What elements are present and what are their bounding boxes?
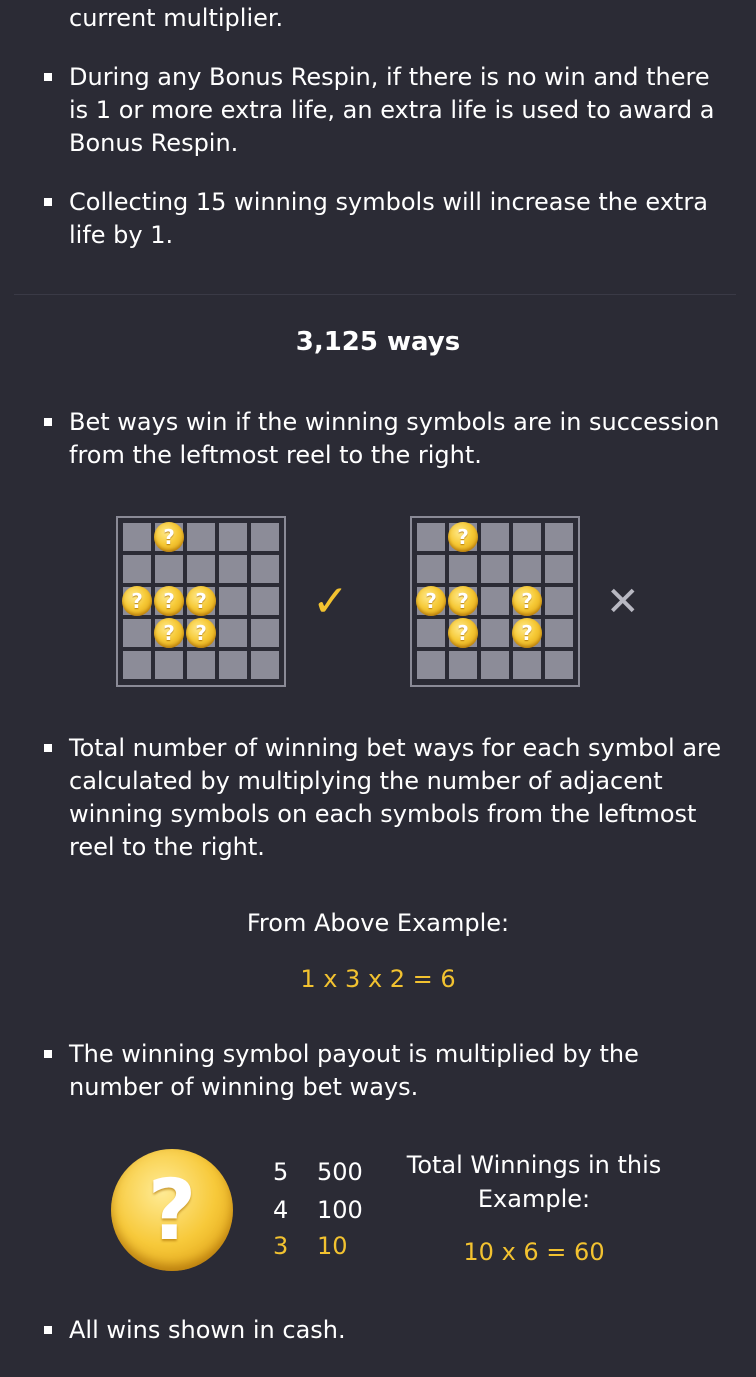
coin-symbol-icon: ? [186, 618, 216, 648]
paytable-payout: 500 [317, 1158, 363, 1186]
reel-cell [187, 523, 215, 551]
reel-cell [251, 651, 279, 679]
reel-cell [513, 651, 541, 679]
reel-cell [219, 651, 247, 679]
bullet-marker [44, 1050, 52, 1058]
coin-symbol-icon: ? [154, 522, 184, 552]
rule-text-payout: The winning symbol payout is multiplied … [69, 1040, 639, 1101]
reel-cell [251, 523, 279, 551]
cross-icon: ✕ [606, 579, 640, 625]
coin-symbol-icon: ? [512, 586, 542, 616]
paytable-payout: 100 [317, 1196, 363, 1224]
reel-cell [123, 523, 151, 551]
section-divider [14, 294, 736, 295]
bullet-marker [44, 73, 52, 81]
section-title: 3,125 ways [295, 327, 461, 357]
coin-symbol-icon: ? [448, 522, 478, 552]
reel-grid-invalid-example: ?????? [410, 516, 580, 687]
reel-cell [219, 523, 247, 551]
reel-cell [545, 555, 573, 583]
coin-symbol-icon: ? [416, 586, 446, 616]
reel-cell [219, 587, 247, 615]
total-winnings-formula: 10 x 6 = 60 [463, 1238, 605, 1266]
reel-cell [123, 619, 151, 647]
reel-cell [187, 651, 215, 679]
reel-cell [251, 587, 279, 615]
coin-symbol-icon: ? [448, 618, 478, 648]
reel-cell [513, 523, 541, 551]
reel-cell [155, 555, 183, 583]
coin-symbol-icon: ? [154, 618, 184, 648]
reel-cell [449, 651, 477, 679]
reel-cell [481, 619, 509, 647]
coin-symbol-icon: ? [186, 586, 216, 616]
bullet-marker [44, 418, 52, 426]
rule-text-total-ways: Total number of winning bet ways for eac… [69, 734, 722, 861]
reel-cell [123, 555, 151, 583]
rule-text-cash: All wins shown in cash. [69, 1316, 346, 1344]
reel-cell [545, 619, 573, 647]
coin-symbol-icon: ? [448, 586, 478, 616]
coin-symbol-icon: ? [154, 586, 184, 616]
reel-cell [513, 555, 541, 583]
reel-cell [481, 523, 509, 551]
example-formula: 1 x 3 x 2 = 6 [300, 965, 456, 993]
mystery-symbol-icon: ? [111, 1149, 233, 1271]
reel-cell [417, 619, 445, 647]
reel-cell [417, 555, 445, 583]
checkmark-icon: ✓ [312, 576, 349, 627]
reel-cell [417, 523, 445, 551]
bullet-marker [44, 198, 52, 206]
reel-cell [251, 619, 279, 647]
bullet-marker [44, 744, 52, 752]
paytable-payout-highlight: 10 [317, 1232, 348, 1260]
bullet-marker [44, 1326, 52, 1334]
paytable-count: 5 [273, 1158, 289, 1186]
reel-cell [449, 555, 477, 583]
paytable-count-highlight: 3 [273, 1232, 289, 1260]
reel-cell [219, 619, 247, 647]
reel-cell [251, 555, 279, 583]
reel-cell [481, 587, 509, 615]
coin-symbol-icon: ? [512, 618, 542, 648]
example-heading: From Above Example: [246, 909, 510, 937]
reel-cell [545, 651, 573, 679]
reel-cell [219, 555, 247, 583]
rule-text-multiplier: current multiplier. [69, 4, 284, 32]
reel-grid-valid-example: ?????? [116, 516, 286, 687]
reel-cell [417, 651, 445, 679]
reel-cell [481, 651, 509, 679]
reel-cell [123, 651, 151, 679]
paytable-count: 4 [273, 1196, 289, 1224]
reel-cell [155, 651, 183, 679]
rule-text-bet-ways: Bet ways win if the winning symbols are … [69, 408, 720, 469]
coin-symbol-icon: ? [122, 586, 152, 616]
rule-text-extra-life: Collecting 15 winning symbols will incre… [69, 188, 708, 249]
reel-cell [481, 555, 509, 583]
reel-cell [187, 555, 215, 583]
rule-text-respin: During any Bonus Respin, if there is no … [69, 63, 715, 157]
reel-cell [545, 523, 573, 551]
reel-cell [545, 587, 573, 615]
total-winnings-label: Total Winnings in this Example: [406, 1151, 662, 1213]
